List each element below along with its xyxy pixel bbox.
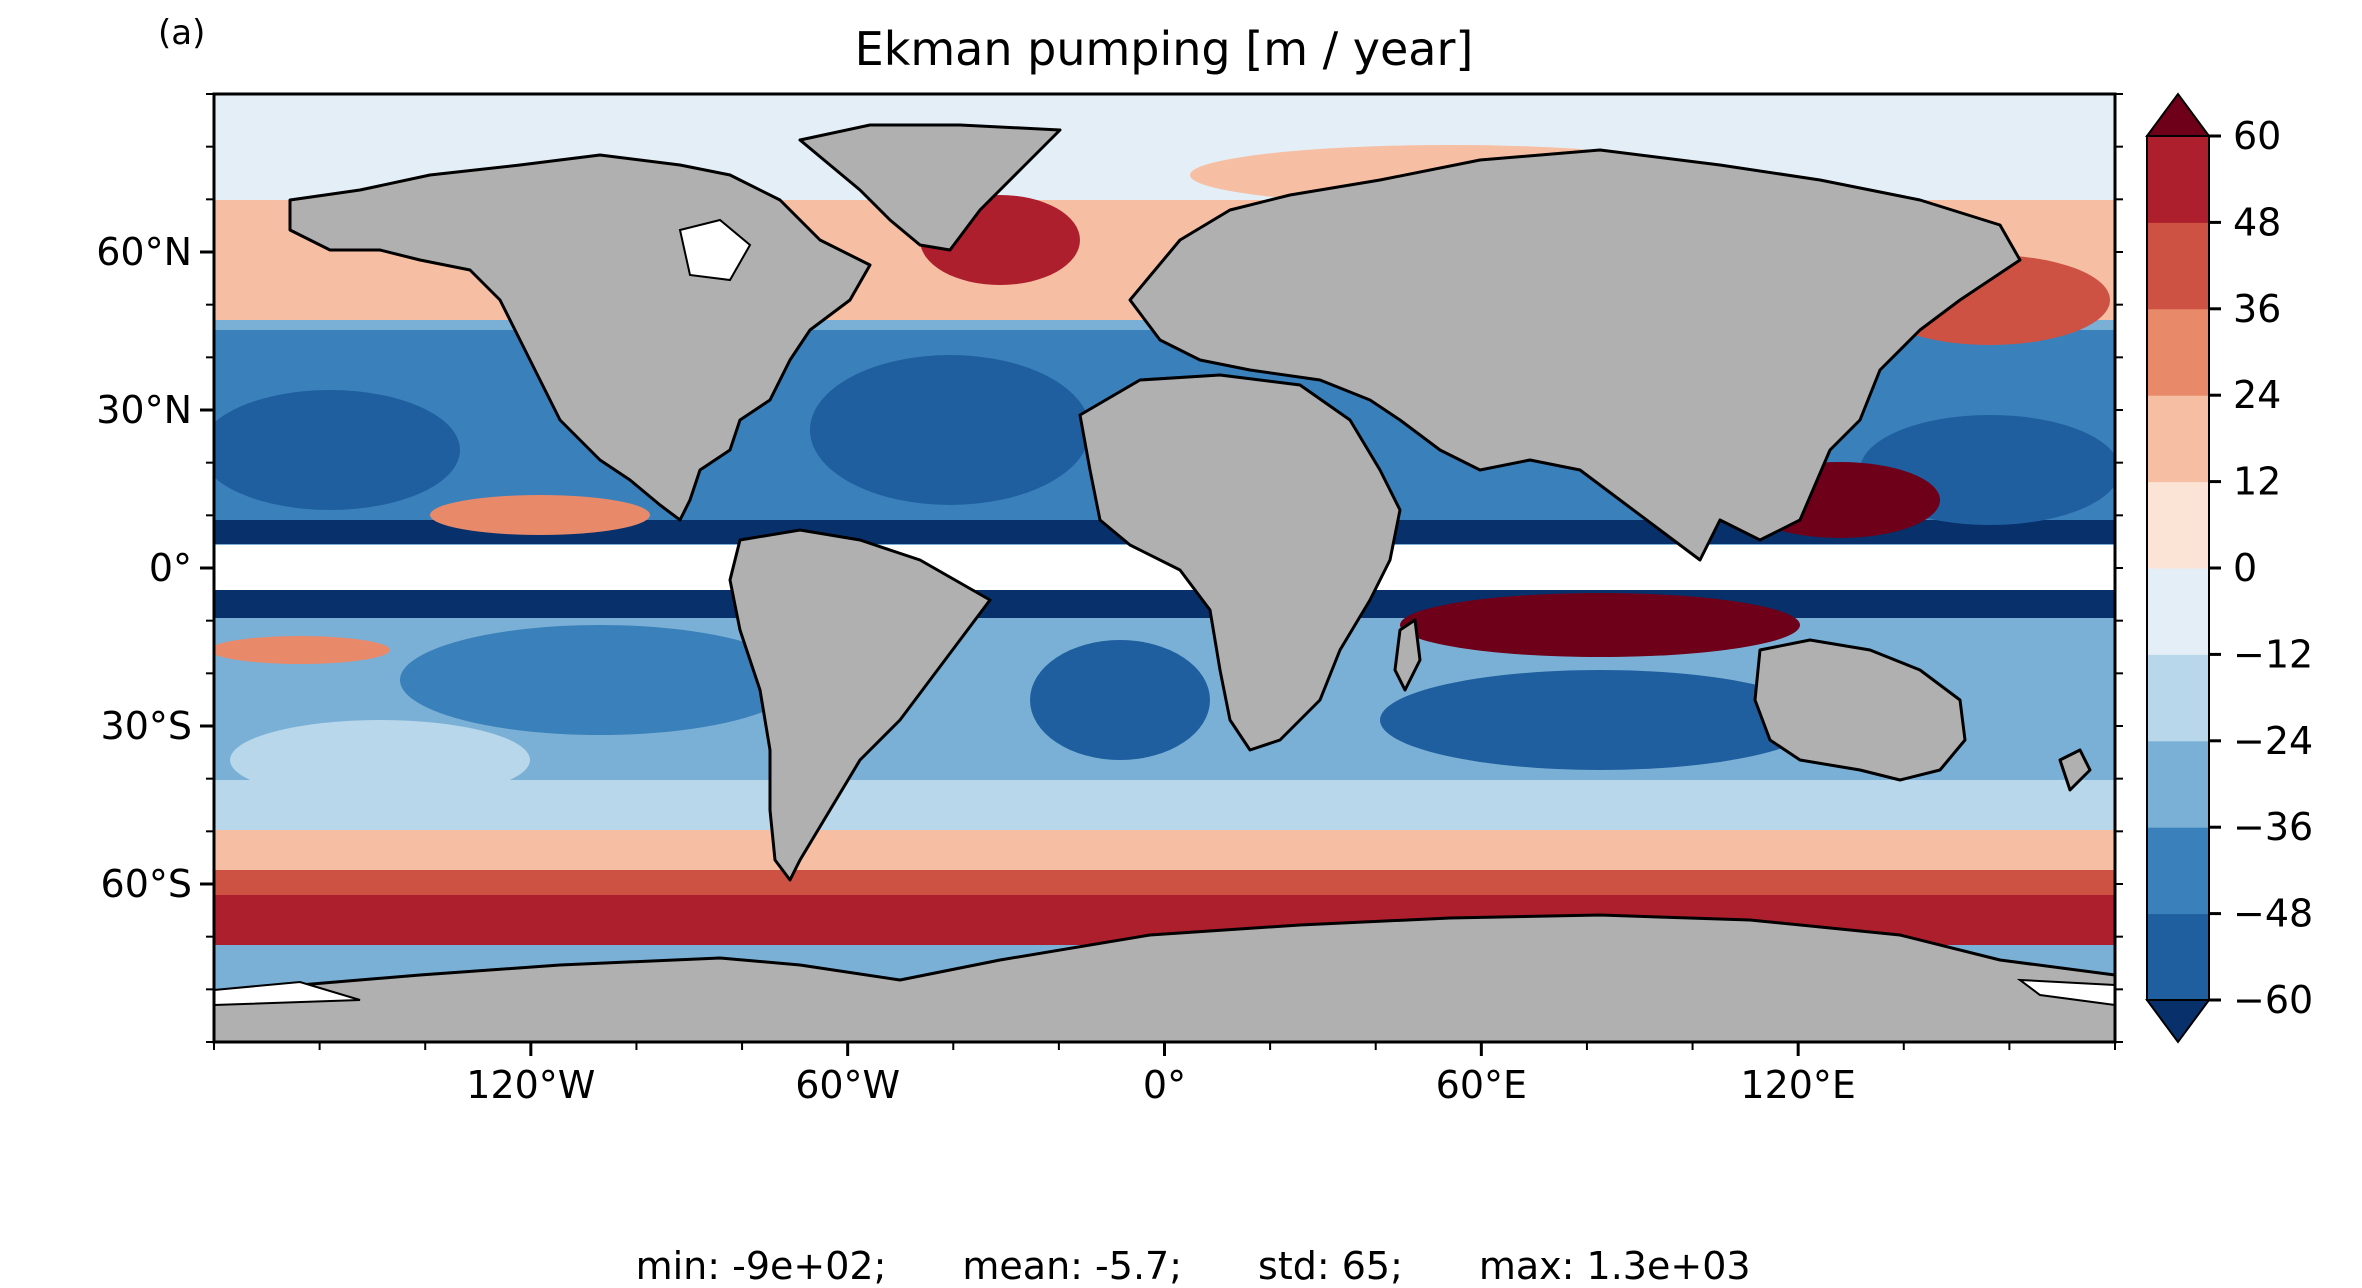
stat-std: std: 65;: [1258, 1244, 1403, 1288]
y-tick-label: 30°N: [96, 388, 192, 432]
stats-line: min: -9e+02; mean: -5.7; std: 65; max: 1.3e…: [0, 1200, 2362, 1288]
y-tick-label: 0°: [149, 546, 192, 590]
colorbar-tick-label: −60: [2233, 978, 2313, 1022]
south-pacific-low: [400, 625, 800, 735]
south-atlantic-low: [1030, 640, 1210, 760]
colorbar-segment: [2147, 568, 2209, 655]
colorbar-segment: [2147, 827, 2209, 915]
colorbar-segment: [2147, 481, 2209, 569]
chart-title: Ekman pumping [m / year]: [855, 22, 1474, 76]
colorbar-tick-label: −48: [2233, 892, 2313, 936]
colorbar-segment: [2147, 136, 2209, 223]
colorbar-segment: [2147, 308, 2209, 396]
colorbar-tick-label: −36: [2233, 805, 2313, 849]
colorbar-tick-label: 60: [2233, 114, 2281, 158]
colorbar-tick-label: 12: [2233, 460, 2281, 504]
colorbar: 60 48 36 24 12 0 −12 −24 −36 −48 −60: [2145, 92, 2313, 1044]
x-axis-ticks: 120°W 60°W 0° 60°E 120°E: [213, 1042, 2116, 1107]
colorbar-under-triangle: [2145, 999, 2211, 1044]
stat-max: max: 1.3e+03: [1478, 1244, 1751, 1288]
colorbar-segment: [2147, 913, 2209, 1001]
colorbar-segment: [2147, 395, 2209, 483]
stat-min: min: -9e+02;: [635, 1244, 887, 1288]
x-tick-label: 60°W: [795, 1063, 900, 1107]
y-axis-ticks: 60°N 30°N 0° 30°S 60°S: [96, 93, 2123, 1043]
pacific-north-low: [214, 390, 460, 510]
land-eurasia: [1128, 148, 2022, 562]
ice-antarctic-shelf-east: [2016, 978, 2115, 1007]
south-equator-strip: [214, 590, 2115, 618]
land-madagascar: [1393, 618, 1422, 692]
x-tick-label: 120°E: [1740, 1063, 1856, 1107]
colorbar-tick-label: −24: [2233, 719, 2313, 763]
colorbar-tick-label: 0: [2233, 546, 2257, 590]
ice-arctic-canada: [678, 218, 752, 282]
land-antarctica: [214, 913, 2115, 1042]
land-new-zealand: [2058, 748, 2092, 792]
atlantic-north-low: [810, 355, 1090, 505]
panel-label: (a): [158, 13, 205, 53]
land-australia: [1753, 638, 1967, 782]
indian-south-high: [1400, 593, 1800, 657]
x-tick-label: 120°W: [466, 1063, 595, 1107]
map-area: [214, 94, 2115, 1042]
colorbar-tick-label: −12: [2233, 632, 2313, 676]
colorbar-segment: [2147, 654, 2209, 742]
stat-mean: mean: -5.7;: [962, 1244, 1183, 1288]
y-tick-label: 60°N: [96, 230, 192, 274]
y-tick-label: 30°S: [101, 704, 192, 748]
y-tick-label: 60°S: [101, 862, 192, 906]
x-tick-label: 0°: [1143, 1063, 1186, 1107]
south-pacific-pale: [230, 720, 530, 800]
colorbar-tick-label: 24: [2233, 373, 2281, 417]
ice-antarctic-shelf-west: [214, 980, 361, 1007]
colorbar-tick-label: 36: [2233, 287, 2281, 331]
colorbar-over-triangle: [2145, 92, 2211, 137]
land-south-america: [728, 528, 992, 882]
pacific-itcz-high: [430, 495, 650, 535]
x-tick-label: 60°E: [1436, 1063, 1527, 1107]
colorbar-segment: [2147, 740, 2209, 828]
colorbar-tick-label: 48: [2233, 200, 2281, 244]
land-greenland: [798, 123, 1062, 252]
land-africa: [1078, 373, 1402, 752]
indian-south-low: [1380, 670, 1820, 770]
south-pacific-red-west: [214, 636, 390, 664]
colorbar-segment: [2147, 222, 2209, 310]
